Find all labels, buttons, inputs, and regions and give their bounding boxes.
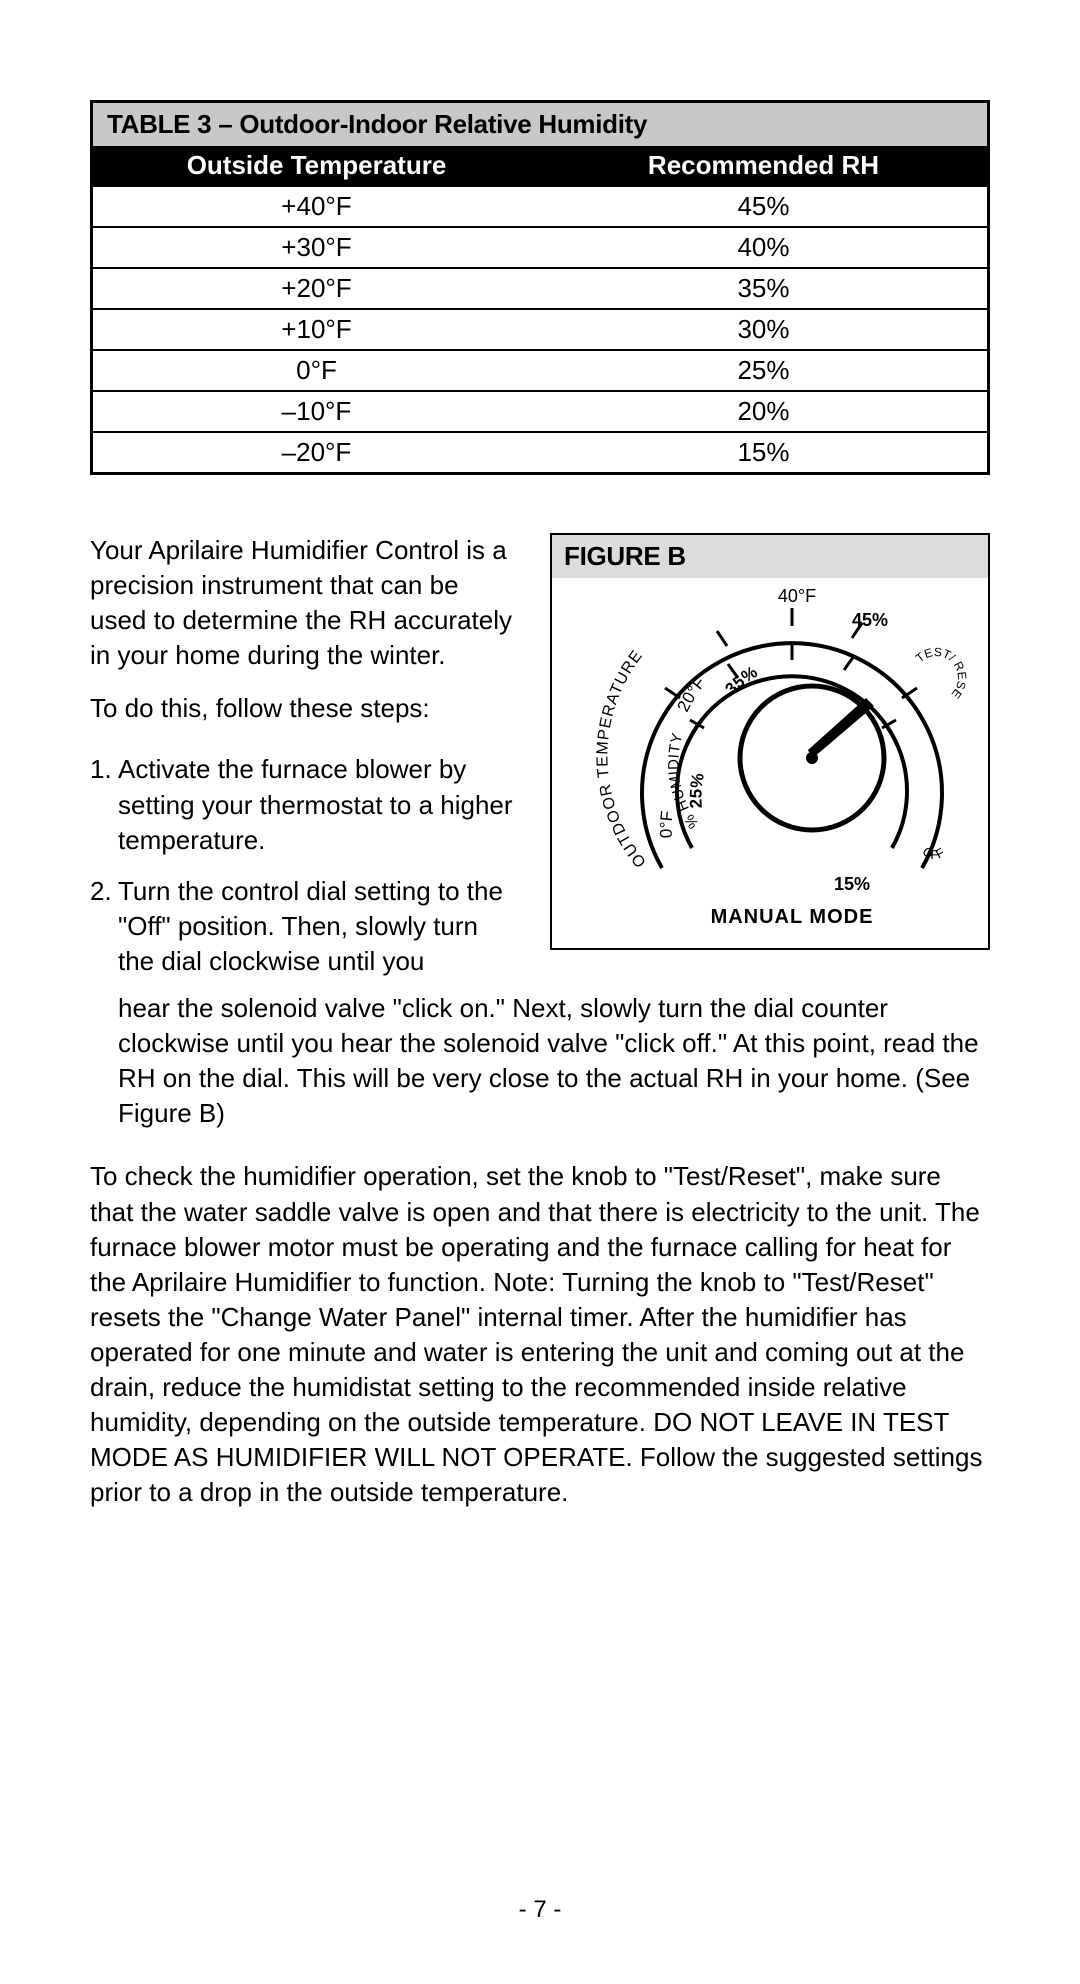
dial-diagram: 40°F 45% 15% MANUAL MODE	[552, 578, 988, 948]
label-manual-mode: MANUAL MODE	[711, 906, 874, 928]
svg-text:0°F: 0°F	[657, 810, 677, 839]
table-row: +10°F30%	[93, 308, 987, 349]
table-caption: TABLE 3 – Outdoor-Indoor Relative Humidi…	[93, 103, 987, 146]
step-1: 1.Activate the furnace blower by setting…	[90, 752, 520, 857]
label-35pct: 35%	[721, 662, 761, 698]
table-row: –10°F20%	[93, 390, 987, 431]
step-2: 2.Turn the control dial setting to the "…	[90, 874, 520, 979]
label-0f: 0°F	[657, 810, 677, 839]
intro-paragraph: Your Aprilaire Humidifier Control is a p…	[90, 533, 520, 673]
table-col-temp: Outside Temperature	[93, 146, 540, 185]
humidity-table: TABLE 3 – Outdoor-Indoor Relative Humidi…	[90, 100, 990, 475]
label-25pct: 25%	[686, 772, 708, 809]
label-40f: 40°F	[778, 586, 816, 606]
figure-b: FIGURE B	[550, 533, 990, 950]
label-45pct: 45%	[852, 610, 888, 630]
svg-text:25%: 25%	[686, 772, 708, 809]
lead-line: To do this, follow these steps:	[90, 691, 520, 726]
label-15pct: 15%	[834, 874, 870, 894]
check-paragraph: To check the humidifier operation, set t…	[90, 1159, 990, 1510]
table-header-row: Outside Temperature Recommended RH	[93, 146, 987, 185]
step-2-continuation: hear the solenoid valve "click on." Next…	[90, 991, 990, 1131]
table-row: +20°F35%	[93, 267, 987, 308]
figure-caption: FIGURE B	[552, 535, 988, 578]
table-row: +30°F40%	[93, 226, 987, 267]
table-row: +40°F45%	[93, 185, 987, 226]
table-col-rh: Recommended RH	[540, 146, 987, 185]
svg-text:35%: 35%	[721, 662, 761, 698]
label-outdoor-temp: OUTDOOR TEMPERATURE	[594, 647, 649, 870]
table-row: 0°F25%	[93, 349, 987, 390]
table-row: –20°F15%	[93, 431, 987, 472]
page-number: - 7 -	[0, 1896, 1080, 1924]
svg-text:OUTDOOR TEMPERATURE: OUTDOOR TEMPERATURE	[594, 647, 649, 870]
table-body: +40°F45% +30°F40% +20°F35% +10°F30% 0°F2…	[93, 185, 987, 472]
